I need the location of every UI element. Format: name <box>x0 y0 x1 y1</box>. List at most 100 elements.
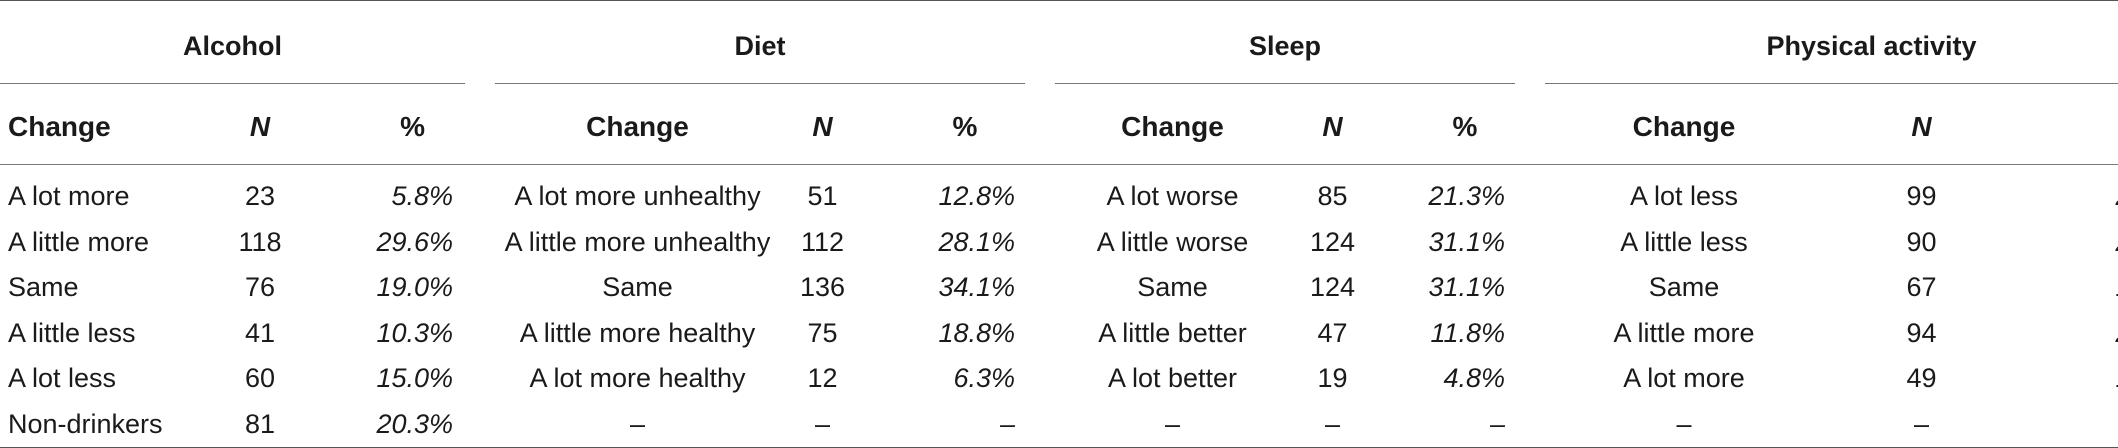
physical-pct-cell: 16.8% <box>2020 265 2118 311</box>
physical-n-cell: 67 <box>1906 272 1937 303</box>
physical-change-cell: – <box>1545 401 1823 448</box>
diet-pct-cell: 18.8% <box>938 317 1015 348</box>
sleep-n-cell: 85 <box>1317 180 1348 211</box>
col-change-diet: Change <box>495 89 780 165</box>
alcohol-n-cell: 81 <box>210 401 310 448</box>
physical-pct-cell: 24.8% <box>2020 164 2118 220</box>
table-row: A little less 41 10.3% A little more health… <box>0 311 2118 357</box>
sleep-n-cell: 47 <box>1317 317 1348 348</box>
diet-n-cell: – <box>780 401 865 448</box>
col-pct-sleep: % <box>1375 89 1515 165</box>
diet-pct-cell: 6.3% <box>953 363 1015 394</box>
group-diet: Diet <box>734 31 786 61</box>
sleep-pct-cell: – <box>1375 401 1515 448</box>
column-gap <box>1515 265 1545 311</box>
alcohol-n-cell: 41 <box>244 317 276 348</box>
physical-change-cell: A little less <box>1620 226 1748 257</box>
alcohol-pct-cell: 29.6% <box>376 226 453 257</box>
alcohol-pct-cell: 20.3% <box>310 401 465 448</box>
alcohol-n-cell: 118 <box>238 226 282 257</box>
sleep-change-cell: A lot worse <box>1106 180 1239 211</box>
table-row: A lot less 60 15.0% A lot more healthy 12 6.3… <box>0 356 2118 402</box>
diet-n-cell: 136 <box>799 272 846 303</box>
sleep-n-cell: 124 <box>1309 226 1356 257</box>
physical-n-cell: 49 <box>1906 363 1937 394</box>
diet-pct-cell: 28.1% <box>938 226 1015 257</box>
column-gap <box>1025 164 1055 220</box>
alcohol-change-cell: Non-drinkers <box>0 401 210 448</box>
sleep-pct-cell: 4.8% <box>1443 363 1505 394</box>
column-gap <box>465 164 495 220</box>
physical-pct-cell: 23.6% <box>2020 311 2118 357</box>
diet-n-cell: 75 <box>807 317 838 348</box>
col-pct-physical: % <box>2020 89 2118 165</box>
column-gap <box>465 220 495 266</box>
alcohol-change-cell: A lot more <box>8 180 130 211</box>
sleep-pct-cell: 21.3% <box>1428 180 1505 211</box>
column-gap <box>1515 401 1545 448</box>
physical-change-cell: A lot more <box>1623 363 1745 394</box>
diet-n-cell: 112 <box>800 226 845 257</box>
group-rule-row <box>0 82 2118 90</box>
table-row: Same 76 19.0% Same 136 34.1% Same 124 31.1% Same 6… <box>0 265 2118 311</box>
sleep-pct-cell: 11.8% <box>1430 317 1505 348</box>
alcohol-pct-cell: 10.3% <box>376 317 453 348</box>
alcohol-change-cell: Same <box>8 272 79 303</box>
table-row: A little more 118 29.6% A little more unhea… <box>0 220 2118 266</box>
sleep-n-cell: 124 <box>1309 272 1356 303</box>
group-header-row: Alcohol Diet Sleep Physical activity <box>0 7 2118 84</box>
sleep-n-cell: – <box>1290 401 1375 448</box>
sleep-change-cell: A lot better <box>1107 363 1238 394</box>
column-gap <box>1515 164 1545 220</box>
column-gap <box>1515 311 1545 357</box>
col-n-diet: N <box>780 89 865 165</box>
alcohol-change-cell: A lot less <box>8 363 117 394</box>
column-gap <box>1025 311 1055 357</box>
sleep-change-cell: A little worse <box>1096 226 1249 257</box>
alcohol-change-cell: A little less <box>8 317 136 348</box>
col-n-alcohol: N <box>210 89 310 165</box>
sleep-n-cell: 19 <box>1317 363 1348 394</box>
diet-change-cell: – <box>495 401 780 448</box>
diet-n-cell: 51 <box>807 180 838 211</box>
column-gap <box>1025 401 1055 448</box>
alcohol-pct-cell: 15.0% <box>376 363 453 394</box>
col-pct-diet: % <box>865 89 1025 165</box>
diet-pct-cell: 34.1% <box>938 272 1015 303</box>
physical-n-cell: 99 <box>1906 180 1937 211</box>
sleep-change-cell: – <box>1055 401 1290 448</box>
diet-change-cell: Same <box>602 272 673 303</box>
diet-change-cell: A lot more healthy <box>529 363 746 394</box>
column-gap <box>1025 265 1055 311</box>
physical-change-cell: A lot less <box>1629 180 1739 211</box>
col-n-sleep: N <box>1290 89 1375 165</box>
column-gap <box>1025 220 1055 266</box>
alcohol-pct-cell: 5.8% <box>391 180 453 211</box>
physical-pct-cell: 12.3% <box>2020 356 2118 402</box>
physical-n-cell: 90 <box>1906 226 1937 257</box>
column-gap <box>465 311 495 357</box>
physical-pct-cell: 22.6% <box>2020 220 2118 266</box>
column-gap <box>465 356 495 402</box>
diet-change-cell: A little more unhealthy <box>504 226 771 257</box>
column-gap <box>465 401 495 448</box>
group-alcohol: Alcohol <box>183 31 282 61</box>
alcohol-change-cell: A little more <box>8 226 150 257</box>
column-header-row: Change N % Change N % Change N % Change … <box>0 89 2118 165</box>
physical-change-cell: Same <box>1648 272 1720 303</box>
col-change-physical: Change <box>1545 89 1823 165</box>
column-gap <box>1025 356 1055 402</box>
alcohol-pct-cell: 19.0% <box>376 272 453 303</box>
physical-pct-cell: – <box>2020 401 2118 448</box>
sleep-change-cell: Same <box>1137 272 1208 303</box>
sleep-pct-cell: 31.1% <box>1428 226 1505 257</box>
diet-change-cell: A little more healthy <box>519 317 756 348</box>
col-change-alcohol: Change <box>0 89 210 165</box>
group-sleep: Sleep <box>1248 31 1322 61</box>
column-gap <box>465 265 495 311</box>
column-gap <box>1515 356 1545 402</box>
diet-pct-cell: 12.8% <box>938 180 1015 211</box>
alcohol-n-cell: 76 <box>244 272 276 303</box>
